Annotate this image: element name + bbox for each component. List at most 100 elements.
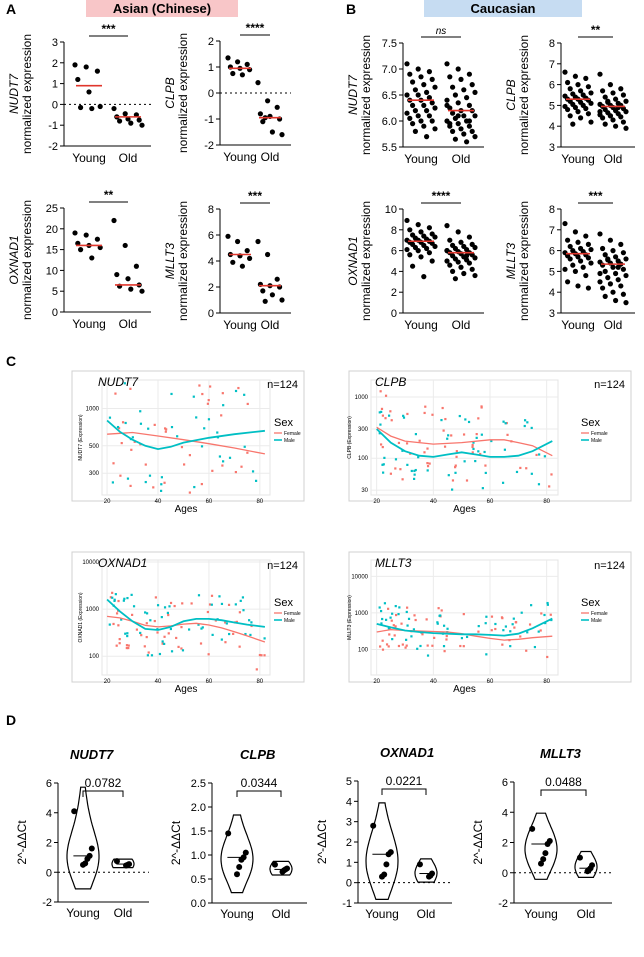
sample-point [460,637,464,640]
violin-mllt3: -2 0 2 4 6 Young Old MLLT3 2^-ΔΔCt 0.0488 [471,746,612,921]
data-point [265,251,271,258]
data-point [602,293,608,299]
data-point [466,71,472,77]
data-point [466,118,472,124]
sample-point [406,412,409,416]
female-trend-line [376,426,553,457]
y-tick-label: 300 [358,427,369,433]
data-point [426,225,432,231]
y-tick-label: 1 [52,79,58,91]
sample-point [525,467,528,470]
sample-point [451,488,454,491]
data-point [450,128,456,134]
legend-male-label: Male [591,618,602,624]
pvalue-label: 0.0221 [386,774,423,788]
y-tick-label: 7.5 [382,38,397,50]
sample-point [471,443,474,447]
data-point [410,263,416,269]
sample-point [423,451,426,454]
y-tick-label: -1 [48,120,58,132]
sample-point [177,645,180,648]
sample-point [210,603,213,606]
data-point [139,122,145,128]
y-tick-label: 0 [46,867,52,879]
y-axis-label: 2^-ΔΔCt [471,820,485,865]
sample-point [447,434,450,437]
data-point [469,82,475,88]
pvalue-label: 0.0782 [85,776,122,790]
data-point [613,96,619,102]
sample-point [190,602,193,605]
sample-count: n=124 [267,379,298,391]
x-tick-label: Young [365,907,399,921]
gene-title: CLPB [375,375,406,389]
dotplot-clpb-b: 3 4 5 6 7 8 Young Old CLPB normalized expression *… [504,23,635,166]
gene-title: MLLT3 [375,556,412,570]
data-point [458,126,464,132]
sample-point [475,432,478,436]
sample-point [111,596,114,599]
data-point [274,276,280,282]
y-tick-label: 2 [46,838,52,850]
sample-point [382,471,385,474]
data-point [444,223,450,229]
y-tick-label: 10 [46,265,58,277]
x-tick-label: Young [223,318,257,332]
sample-point [381,617,384,621]
data-point [600,245,606,252]
x-tick-label: 40 [430,679,437,685]
sample-point [384,417,387,420]
y-tick-label: 8 [549,38,555,50]
male-trend-line [106,419,265,451]
data-point [472,134,478,140]
sample-point [249,633,252,637]
x-tick-label: Young [66,906,100,920]
y-tick-label: 0.5 [191,874,206,886]
legend-female-label: Female [284,611,301,617]
sample-point [115,612,119,615]
data-point [585,255,592,261]
data-point [540,856,547,863]
sample-point [379,423,382,426]
sample-count: n=124 [594,560,625,572]
sample-point [131,436,134,439]
sample-point [117,624,120,627]
sample-point [125,644,129,647]
data-point [415,113,421,119]
sample-point [426,654,430,657]
sample-point [121,421,125,424]
sample-point [242,609,245,612]
data-point [412,128,418,134]
panel-label-d: D [6,712,16,728]
sample-point [410,635,413,638]
sample-point [447,474,450,477]
sample-point [537,630,540,633]
y-axis-label: normalized expression [176,33,190,153]
data-point [133,263,139,269]
sample-point [419,644,422,648]
y-axis-label: 2^-ΔΔCt [315,819,329,864]
data-point [466,234,472,240]
data-point [623,98,629,104]
data-point [426,250,432,256]
y-tick-label: 5 [346,776,352,788]
sample-point [130,593,133,596]
y-tick-label: 1.0 [191,850,206,862]
sample-point [263,654,266,657]
sample-point [455,450,458,453]
male-trend-line [106,598,266,631]
data-point [461,131,467,137]
sample-point [413,477,416,481]
data-point [597,270,603,277]
sample-point [417,456,420,459]
data-point [618,283,624,289]
data-point [418,229,424,235]
dotplot-nudt7-b: 5.5 6.0 6.5 7.0 7.5 Young Old NUDT7 normalized e… [346,26,484,166]
data-point [225,233,231,239]
sample-point [490,629,493,632]
y-tick-label: 2.0 [191,802,206,814]
data-point [575,109,581,115]
sample-point [153,619,156,623]
y-tick-label: 0 [52,99,58,111]
